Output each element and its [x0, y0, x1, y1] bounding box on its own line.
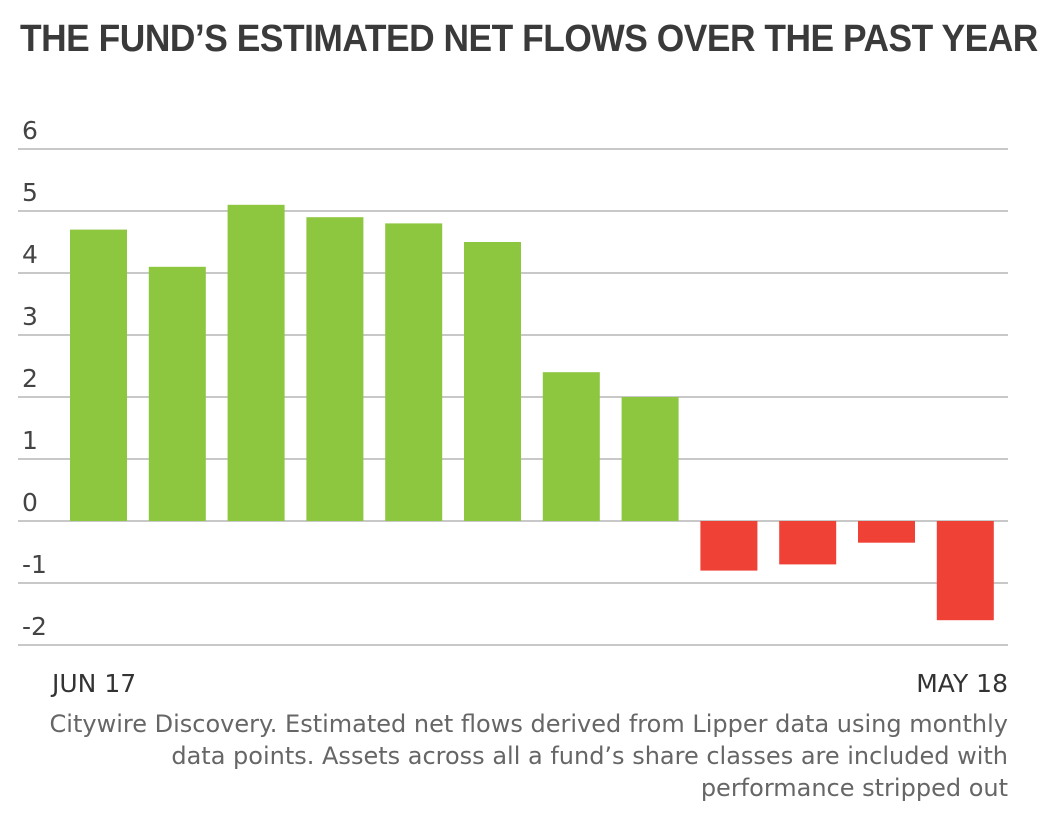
- y-tick-label: 3: [22, 302, 38, 331]
- bar-may-18: [936, 521, 994, 621]
- bar-feb-18: [700, 521, 758, 571]
- bar-jan-18: [621, 397, 679, 521]
- bar-dec-17: [542, 372, 600, 521]
- bar-nov-17: [464, 242, 521, 521]
- bar-oct-17: [385, 223, 443, 521]
- bar-jul-17: [148, 266, 206, 521]
- bar-aug-17: [227, 204, 285, 522]
- y-tick-label: 0: [22, 488, 38, 517]
- x-tick-label-end: MAY 18: [916, 669, 1008, 698]
- source-note: Citywire Discovery. Estimated net flows …: [49, 710, 1008, 802]
- y-tick-label: 5: [22, 178, 38, 207]
- bar-sep-17: [306, 217, 364, 521]
- y-tick-label: 2: [22, 364, 38, 393]
- bar-mar-18: [779, 521, 837, 565]
- y-tick-label: -2: [22, 612, 47, 641]
- y-tick-label: 6: [22, 116, 38, 145]
- y-tick-label: -1: [22, 550, 47, 579]
- chart-title: THE FUND’S ESTIMATED NET FLOWS OVER THE …: [20, 18, 1038, 60]
- y-tick-label: 4: [22, 240, 38, 269]
- x-tick-label-start: JUN 17: [50, 669, 136, 698]
- y-tick-label: 1: [22, 426, 38, 455]
- bar-jun-17: [70, 229, 127, 521]
- bar-apr-18: [858, 521, 915, 543]
